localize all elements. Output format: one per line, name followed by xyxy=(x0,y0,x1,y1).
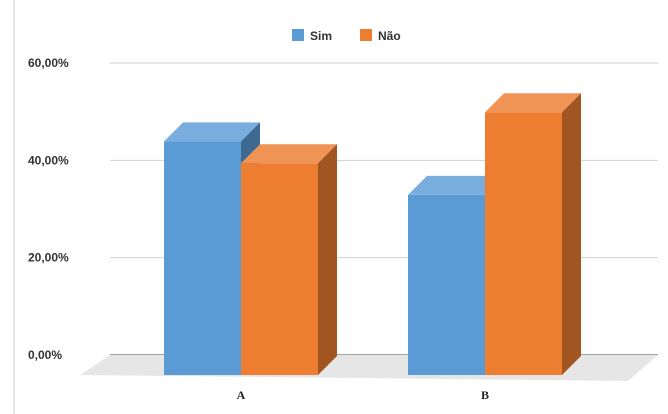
bar-side xyxy=(562,93,581,375)
legend-swatch xyxy=(360,29,372,41)
bar-front xyxy=(485,112,562,375)
bar-side xyxy=(318,144,337,375)
legend-label: Sim xyxy=(310,29,332,43)
bar-top xyxy=(164,122,260,142)
x-tick-label: B xyxy=(481,388,489,402)
bar-top xyxy=(485,93,581,113)
legend-swatch xyxy=(292,29,304,41)
x-tick-label: A xyxy=(237,388,246,402)
y-axis: 0,00% 20,00% 40,00% 60,00% xyxy=(13,0,69,414)
bar-front xyxy=(241,163,318,375)
y-tick-label: 60,00% xyxy=(28,56,69,70)
bar-top xyxy=(241,144,337,164)
y-tick-label: 20,00% xyxy=(28,251,69,265)
bar-front xyxy=(408,194,485,375)
y-tick-label: 40,00% xyxy=(28,153,69,167)
bar-top xyxy=(408,175,504,195)
y-tick-label: 0,00% xyxy=(28,348,62,362)
bar-front xyxy=(164,141,241,375)
bar xyxy=(241,144,337,375)
bars-group xyxy=(164,93,581,376)
legend-label: Não xyxy=(378,29,401,43)
bar xyxy=(485,93,581,375)
chart-legend: Sim Não xyxy=(292,29,401,43)
